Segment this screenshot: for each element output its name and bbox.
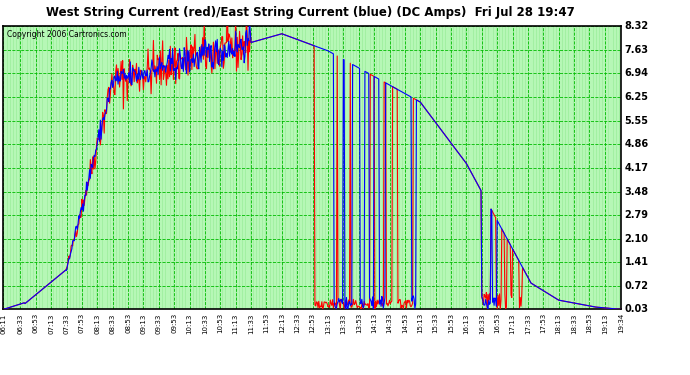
Text: 10:53: 10:53: [217, 313, 224, 333]
Text: 18:53: 18:53: [586, 313, 593, 333]
Text: 0.72: 0.72: [624, 281, 649, 291]
Text: 11:53: 11:53: [264, 313, 270, 333]
Text: 10:13: 10:13: [186, 313, 193, 333]
Text: 5.55: 5.55: [624, 116, 649, 126]
Text: 1.41: 1.41: [624, 257, 649, 267]
Text: 10:33: 10:33: [202, 313, 208, 333]
Text: 13:53: 13:53: [356, 313, 362, 333]
Text: 09:13: 09:13: [141, 313, 146, 333]
Text: 16:33: 16:33: [479, 313, 485, 333]
Text: 12:13: 12:13: [279, 313, 285, 333]
Text: 4.86: 4.86: [624, 140, 649, 149]
Text: 09:33: 09:33: [156, 313, 161, 333]
Text: 16:13: 16:13: [464, 313, 469, 333]
Text: 08:13: 08:13: [95, 313, 100, 333]
Text: 06:33: 06:33: [17, 313, 23, 333]
Text: 08:33: 08:33: [110, 313, 116, 333]
Text: 15:53: 15:53: [448, 313, 454, 333]
Text: 0.03: 0.03: [624, 304, 649, 314]
Text: 14:33: 14:33: [386, 313, 393, 333]
Text: 08:53: 08:53: [125, 313, 131, 333]
Text: 2.79: 2.79: [624, 210, 649, 220]
Text: 13:13: 13:13: [325, 313, 331, 333]
Text: 17:13: 17:13: [509, 313, 515, 333]
Text: 8.32: 8.32: [624, 21, 649, 31]
Text: 11:13: 11:13: [233, 313, 239, 333]
Text: 13:33: 13:33: [340, 313, 346, 333]
Text: 3.48: 3.48: [624, 186, 649, 196]
Text: 18:13: 18:13: [555, 313, 562, 333]
Text: 15:13: 15:13: [417, 313, 423, 333]
Text: West String Current (red)/East String Current (blue) (DC Amps)  Fri Jul 28 19:47: West String Current (red)/East String Cu…: [46, 6, 575, 19]
Text: 2.10: 2.10: [624, 234, 649, 244]
Text: 17:53: 17:53: [540, 313, 546, 333]
Text: 17:33: 17:33: [525, 313, 531, 333]
Text: 07:53: 07:53: [79, 313, 85, 333]
Text: 06:53: 06:53: [32, 313, 39, 333]
Text: 4.17: 4.17: [624, 163, 649, 173]
Text: 6.94: 6.94: [624, 68, 649, 78]
Text: 11:33: 11:33: [248, 313, 254, 333]
Text: 19:34: 19:34: [618, 313, 624, 333]
Text: 12:33: 12:33: [294, 313, 300, 333]
Text: 12:53: 12:53: [310, 313, 315, 333]
Text: 09:53: 09:53: [171, 313, 177, 333]
Text: 07:33: 07:33: [63, 313, 70, 333]
Text: 6.25: 6.25: [624, 92, 649, 102]
Text: 14:13: 14:13: [371, 313, 377, 333]
Text: 16:53: 16:53: [494, 313, 500, 333]
Text: 14:53: 14:53: [402, 313, 408, 333]
Text: 18:33: 18:33: [571, 313, 577, 333]
Text: 7.63: 7.63: [624, 45, 649, 55]
Text: 15:33: 15:33: [433, 313, 439, 333]
Text: 06:11: 06:11: [1, 313, 6, 333]
Text: Copyright 2006 Cartronics.com: Copyright 2006 Cartronics.com: [7, 30, 126, 39]
Text: 19:13: 19:13: [602, 313, 608, 333]
Text: 07:13: 07:13: [48, 313, 54, 333]
